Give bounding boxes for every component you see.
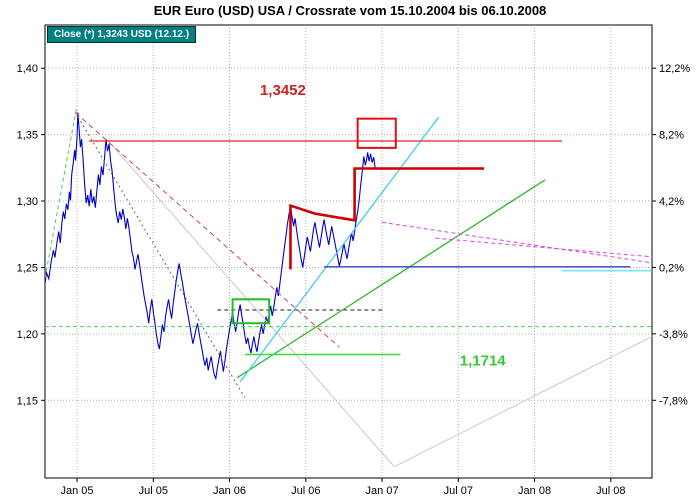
y-axis-label-right: -7,8% — [659, 395, 688, 407]
y-axis-label-right: 4,2% — [659, 196, 684, 208]
y-axis-label-left: 1,20 — [17, 329, 38, 341]
base-box-green[interactable] — [231, 298, 271, 325]
legend-box[interactable]: Close (*) 1,3243 USD (12.12.) — [47, 26, 197, 43]
target-box-red[interactable] — [356, 117, 397, 149]
y-axis-label-right: 0,2% — [659, 262, 684, 274]
legend-label: Close (*) 1,3243 USD (12.12.) — [54, 29, 190, 40]
steep-dashed-green-left[interactable] — [45, 105, 78, 279]
y-axis-label-right: 12,2% — [659, 63, 690, 75]
uptrend-line-green[interactable] — [236, 179, 546, 379]
downtrend-dotted-black[interactable] — [75, 112, 246, 398]
y-axis-label-left: 1,30 — [17, 196, 38, 208]
x-axis-label: Jan 06 — [213, 485, 246, 497]
fan-line-silver-up[interactable] — [394, 336, 652, 468]
x-axis-label: Jan 08 — [518, 485, 551, 497]
low-price-label[interactable]: 1,1714 — [460, 352, 507, 369]
downtrend-dashed-red[interactable] — [75, 112, 340, 348]
x-axis-label: Jan 07 — [366, 485, 399, 497]
uptrend-line-cyan[interactable] — [239, 116, 440, 383]
y-axis-label-left: 1,35 — [17, 130, 38, 142]
fan-line-silver-down[interactable] — [105, 138, 395, 468]
price-line-close[interactable] — [45, 112, 376, 381]
wedge-dashed-magenta-upper[interactable] — [382, 221, 652, 264]
breakout-annotation-red[interactable] — [289, 167, 485, 270]
x-axis-label: Jul 05 — [139, 485, 168, 497]
high-price-label[interactable]: 1,3452 — [260, 82, 306, 99]
y-axis-label-right: -3,8% — [659, 329, 688, 341]
y-axis-label-left: 1,25 — [17, 262, 38, 274]
y-axis-label-left: 1,15 — [17, 395, 38, 407]
chart-title: EUR Euro (USD) USA / Crossrate vom 15.10… — [153, 3, 547, 18]
y-axis-label-left: 1,40 — [17, 63, 38, 75]
wedge-dashed-magenta-lower[interactable] — [435, 237, 652, 258]
x-axis-label: Jul 08 — [596, 485, 625, 497]
x-axis-label: Jul 06 — [291, 485, 320, 497]
x-axis-label: Jul 07 — [444, 485, 473, 497]
x-axis-label: Jan 05 — [61, 485, 94, 497]
y-axis-label-right: 8,2% — [659, 130, 684, 142]
